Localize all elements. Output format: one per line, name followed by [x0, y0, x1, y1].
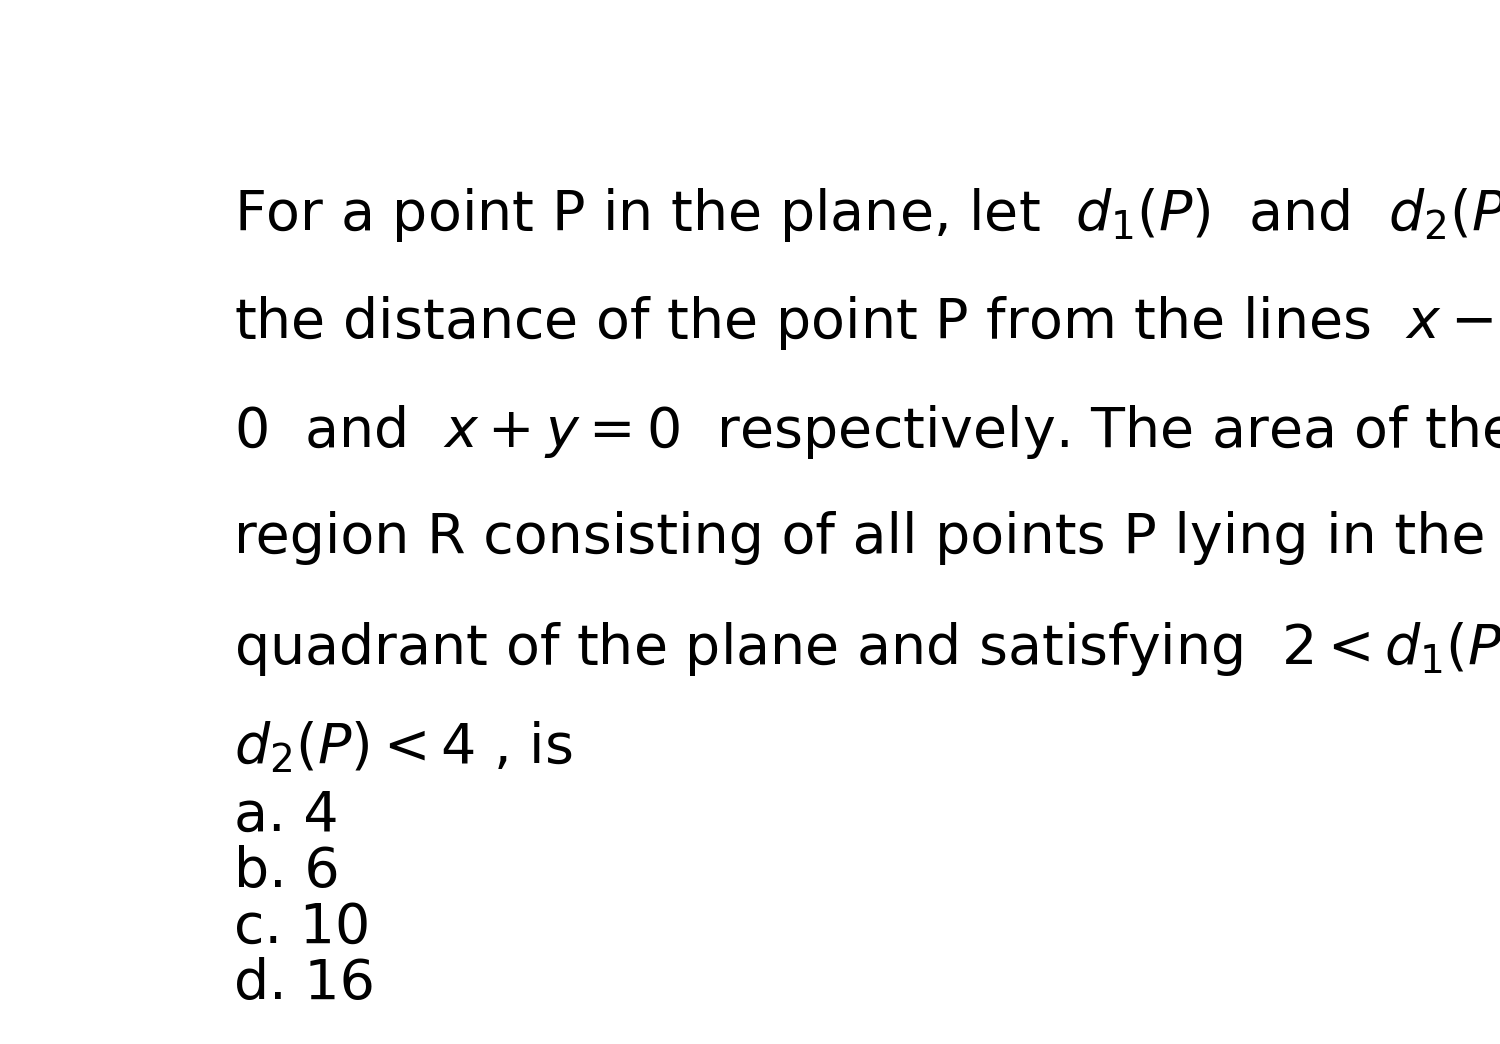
Text: region R consisting of all points P lying in the first: region R consisting of all points P lyin… — [234, 512, 1500, 565]
Text: quadrant of the plane and satisfying  $2 < d_1(P) +$: quadrant of the plane and satisfying $2 … — [234, 620, 1500, 678]
Text: b. 6: b. 6 — [234, 845, 339, 899]
Text: $0$  and  $x+y=0$  respectively. The area of the: $0$ and $x+y=0$ respectively. The area o… — [234, 403, 1500, 460]
Text: c. 10: c. 10 — [234, 901, 370, 955]
Text: For a point P in the plane, let  $d_1(P)$  and  $d_2(P)$  be: For a point P in the plane, let $d_1(P)$… — [234, 186, 1500, 243]
Text: d. 16: d. 16 — [234, 957, 375, 1012]
Text: $d_2(P) < 4$ , is: $d_2(P) < 4$ , is — [234, 720, 573, 775]
Text: a. 4: a. 4 — [234, 788, 339, 843]
Text: the distance of the point P from the lines  $x-y=$: the distance of the point P from the lin… — [234, 294, 1500, 352]
